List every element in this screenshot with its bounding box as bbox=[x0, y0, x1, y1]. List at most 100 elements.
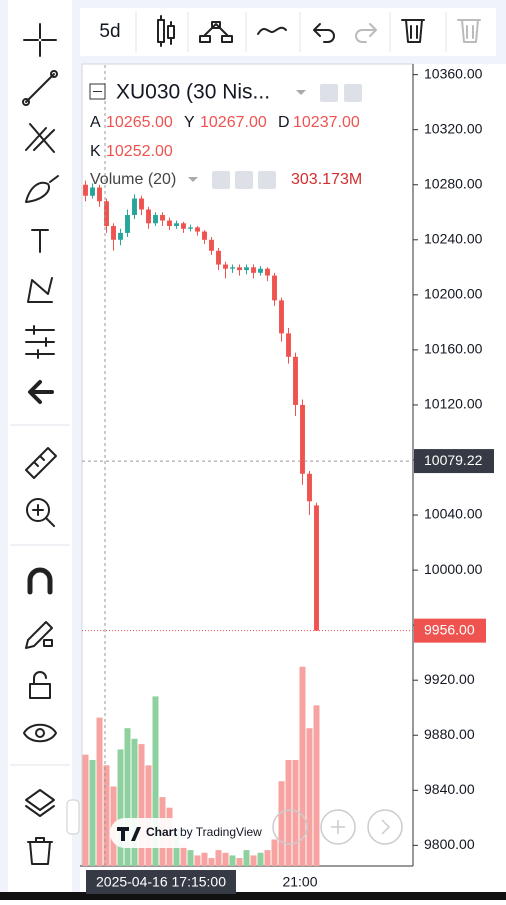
volume-bar bbox=[292, 760, 299, 866]
collapse-legend[interactable] bbox=[89, 83, 106, 100]
volume-bar bbox=[306, 728, 313, 866]
last-price: 9956.00 bbox=[424, 621, 475, 637]
eye-tool[interactable] bbox=[23, 723, 57, 743]
volume-name[interactable]: Volume (20) bbox=[90, 171, 176, 188]
candle-body bbox=[272, 275, 277, 301]
candle-body bbox=[293, 356, 298, 405]
volume-bar bbox=[236, 858, 243, 866]
ruler-tool[interactable] bbox=[25, 447, 57, 479]
candle-body bbox=[104, 201, 109, 227]
volume-bar bbox=[187, 850, 194, 866]
candle-body bbox=[90, 187, 95, 196]
candle-body bbox=[307, 473, 312, 502]
candle-body bbox=[202, 231, 207, 240]
fib-tool[interactable] bbox=[25, 123, 55, 153]
layers-tool[interactable] bbox=[25, 789, 55, 817]
high-value: 10267.00 bbox=[200, 114, 267, 131]
interval-button[interactable]: 5d bbox=[99, 21, 120, 42]
y-tick-label: 9880.00 bbox=[424, 726, 475, 742]
top-icons bbox=[157, 15, 481, 47]
text-tool[interactable] bbox=[31, 229, 49, 253]
brush-tool[interactable] bbox=[25, 175, 59, 203]
chart-type-button[interactable] bbox=[157, 15, 175, 47]
chart-pane bbox=[81, 63, 414, 867]
left-toolbar bbox=[8, 0, 72, 892]
lock-draw-tool[interactable] bbox=[25, 621, 53, 649]
nav-buttons bbox=[272, 809, 403, 845]
scroll-right-button[interactable] bbox=[367, 809, 403, 845]
compare-button[interactable] bbox=[257, 26, 287, 35]
candle-body bbox=[223, 264, 228, 269]
low-label: D bbox=[278, 114, 290, 131]
candle-body bbox=[188, 227, 193, 229]
volume-remove[interactable] bbox=[258, 171, 276, 189]
high-label: Y bbox=[184, 114, 195, 131]
candle-body bbox=[216, 250, 221, 265]
volume-bar bbox=[243, 850, 250, 866]
reset-button[interactable] bbox=[272, 809, 308, 845]
remove-button[interactable] bbox=[401, 19, 425, 43]
tradingview-logo bbox=[117, 827, 141, 841]
zoom-tool[interactable] bbox=[26, 498, 50, 522]
volume-settings[interactable] bbox=[235, 171, 253, 189]
watermark-bg bbox=[110, 818, 270, 848]
line-tool[interactable] bbox=[25, 73, 55, 103]
volume-bar bbox=[89, 760, 96, 866]
volume-bar bbox=[194, 855, 201, 866]
volume-bar bbox=[264, 850, 271, 866]
candle-body bbox=[300, 404, 305, 474]
crosshair-tool[interactable] bbox=[23, 23, 57, 57]
toolbar-separators bbox=[10, 424, 70, 766]
symbol-visibility[interactable] bbox=[320, 84, 338, 102]
lock-tool[interactable] bbox=[29, 671, 51, 699]
crosshair-price-bg bbox=[414, 449, 494, 474]
delete-tool[interactable] bbox=[27, 837, 53, 865]
candle-body bbox=[258, 268, 263, 273]
candle-body bbox=[132, 198, 137, 216]
y-tick-label: 9800.00 bbox=[424, 836, 475, 852]
y-tick-label: 10280.00 bbox=[424, 175, 483, 191]
zoom-in-button[interactable] bbox=[320, 809, 356, 845]
candle-body bbox=[286, 333, 291, 357]
indicators-button[interactable] bbox=[199, 21, 233, 43]
prediction-tool[interactable] bbox=[25, 325, 55, 359]
magnet-tool[interactable] bbox=[27, 567, 53, 595]
watermark-chart: Chart bbox=[146, 825, 177, 839]
candle-body bbox=[153, 215, 158, 224]
symbol-title[interactable]: XU030 (30 Nis... bbox=[116, 81, 270, 104]
symbol-dropdown[interactable] bbox=[296, 90, 306, 95]
volume-bar bbox=[257, 852, 264, 866]
volume-visibility[interactable] bbox=[212, 171, 230, 189]
crosshair-time-bg bbox=[86, 870, 236, 894]
close-value: 10252.00 bbox=[106, 143, 173, 160]
candle-body bbox=[125, 215, 130, 233]
candle-body bbox=[195, 227, 200, 232]
undo-button[interactable] bbox=[313, 23, 335, 43]
symbol-settings[interactable] bbox=[344, 84, 362, 102]
volume-dropdown[interactable] bbox=[188, 177, 198, 182]
collapse-handle[interactable] bbox=[66, 799, 80, 835]
volume-bar bbox=[117, 749, 124, 866]
volume-bar bbox=[96, 717, 103, 866]
redo-button[interactable] bbox=[355, 23, 377, 43]
candle-body bbox=[174, 223, 179, 227]
pattern-tool[interactable] bbox=[27, 277, 53, 303]
candle-body bbox=[265, 268, 270, 276]
candle-body bbox=[139, 198, 144, 210]
volume-bar bbox=[124, 728, 131, 866]
volume-bar bbox=[250, 855, 257, 866]
candle-body bbox=[244, 267, 249, 271]
volume-value: 303.173M bbox=[291, 171, 362, 188]
volume-bar bbox=[278, 781, 285, 866]
volume-bar bbox=[299, 666, 306, 866]
watermark-by: by TradingView bbox=[180, 825, 262, 839]
crosshair-price: 10079.22 bbox=[424, 452, 483, 468]
y-tick-label: 10200.00 bbox=[424, 286, 483, 302]
remove-all-button[interactable] bbox=[457, 19, 481, 43]
back-tool[interactable] bbox=[28, 380, 54, 404]
nav-bar bbox=[0, 892, 506, 900]
volume-bar bbox=[285, 760, 292, 866]
volume-bar bbox=[215, 850, 222, 866]
open-label: A bbox=[90, 114, 101, 131]
